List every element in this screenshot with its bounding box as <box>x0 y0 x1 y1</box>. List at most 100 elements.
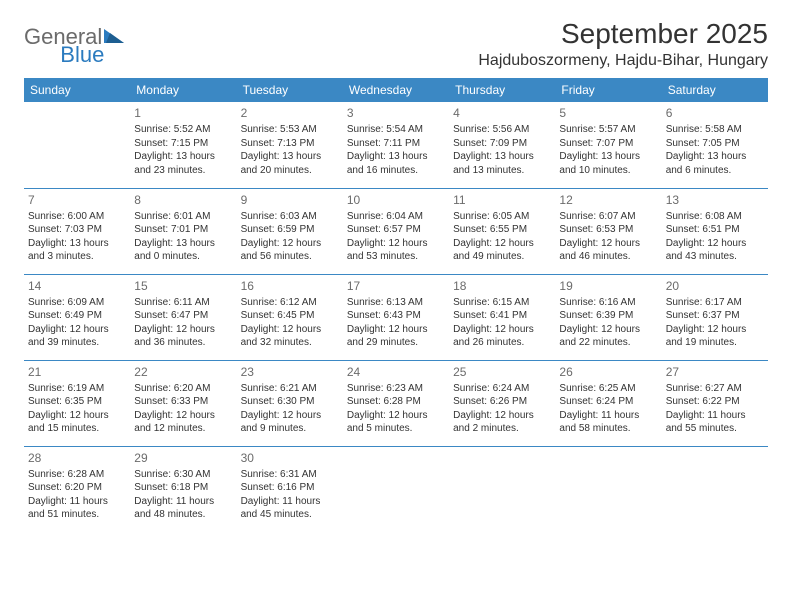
day-d2: and 10 minutes. <box>559 164 657 178</box>
day-number: 16 <box>241 278 339 294</box>
day-sunrise: Sunrise: 6:12 AM <box>241 296 339 310</box>
day-number: 22 <box>134 364 232 380</box>
day-sunset: Sunset: 6:57 PM <box>347 223 445 237</box>
calendar-day-cell: 9Sunrise: 6:03 AMSunset: 6:59 PMDaylight… <box>237 188 343 274</box>
day-sunrise: Sunrise: 6:23 AM <box>347 382 445 396</box>
day-sunset: Sunset: 6:53 PM <box>559 223 657 237</box>
calendar-day-cell: 12Sunrise: 6:07 AMSunset: 6:53 PMDayligh… <box>555 188 661 274</box>
day-d2: and 5 minutes. <box>347 422 445 436</box>
day-number: 7 <box>28 192 126 208</box>
day-d1: Daylight: 13 hours <box>347 150 445 164</box>
day-d1: Daylight: 12 hours <box>28 409 126 423</box>
day-number: 14 <box>28 278 126 294</box>
day-d2: and 43 minutes. <box>666 250 764 264</box>
day-d1: Daylight: 12 hours <box>453 237 551 251</box>
day-d1: Daylight: 12 hours <box>453 323 551 337</box>
day-d2: and 36 minutes. <box>134 336 232 350</box>
calendar-day-cell: 24Sunrise: 6:23 AMSunset: 6:28 PMDayligh… <box>343 360 449 446</box>
day-sunrise: Sunrise: 6:20 AM <box>134 382 232 396</box>
day-d1: Daylight: 11 hours <box>28 495 126 509</box>
day-d1: Daylight: 12 hours <box>666 237 764 251</box>
day-d2: and 58 minutes. <box>559 422 657 436</box>
day-sunset: Sunset: 6:45 PM <box>241 309 339 323</box>
day-number: 4 <box>453 105 551 121</box>
day-number: 8 <box>134 192 232 208</box>
day-d1: Daylight: 13 hours <box>666 150 764 164</box>
day-sunrise: Sunrise: 6:21 AM <box>241 382 339 396</box>
calendar-week-row: 1Sunrise: 5:52 AMSunset: 7:15 PMDaylight… <box>24 102 768 188</box>
calendar-week-row: 21Sunrise: 6:19 AMSunset: 6:35 PMDayligh… <box>24 360 768 446</box>
day-number: 15 <box>134 278 232 294</box>
weekday-header: Thursday <box>449 78 555 102</box>
day-d2: and 16 minutes. <box>347 164 445 178</box>
day-sunrise: Sunrise: 5:54 AM <box>347 123 445 137</box>
day-sunrise: Sunrise: 6:19 AM <box>28 382 126 396</box>
calendar-day-cell: 25Sunrise: 6:24 AMSunset: 6:26 PMDayligh… <box>449 360 555 446</box>
day-number: 24 <box>347 364 445 380</box>
day-number: 25 <box>453 364 551 380</box>
day-number: 2 <box>241 105 339 121</box>
calendar-day-cell: 26Sunrise: 6:25 AMSunset: 6:24 PMDayligh… <box>555 360 661 446</box>
day-d1: Daylight: 13 hours <box>134 150 232 164</box>
day-d1: Daylight: 12 hours <box>347 409 445 423</box>
day-d2: and 56 minutes. <box>241 250 339 264</box>
day-d2: and 29 minutes. <box>347 336 445 350</box>
day-number: 17 <box>347 278 445 294</box>
calendar-day-cell <box>343 446 449 532</box>
calendar-day-cell: 8Sunrise: 6:01 AMSunset: 7:01 PMDaylight… <box>130 188 236 274</box>
day-d2: and 9 minutes. <box>241 422 339 436</box>
day-d2: and 39 minutes. <box>28 336 126 350</box>
calendar-day-cell: 13Sunrise: 6:08 AMSunset: 6:51 PMDayligh… <box>662 188 768 274</box>
day-d1: Daylight: 12 hours <box>241 237 339 251</box>
day-sunrise: Sunrise: 6:27 AM <box>666 382 764 396</box>
day-number: 26 <box>559 364 657 380</box>
day-sunset: Sunset: 6:24 PM <box>559 395 657 409</box>
calendar-day-cell: 1Sunrise: 5:52 AMSunset: 7:15 PMDaylight… <box>130 102 236 188</box>
day-sunset: Sunset: 6:22 PM <box>666 395 764 409</box>
calendar-day-cell: 4Sunrise: 5:56 AMSunset: 7:09 PMDaylight… <box>449 102 555 188</box>
day-sunrise: Sunrise: 5:57 AM <box>559 123 657 137</box>
day-sunrise: Sunrise: 6:05 AM <box>453 210 551 224</box>
day-d1: Daylight: 11 hours <box>559 409 657 423</box>
weekday-header: Tuesday <box>237 78 343 102</box>
day-sunset: Sunset: 6:30 PM <box>241 395 339 409</box>
day-d1: Daylight: 12 hours <box>453 409 551 423</box>
day-d2: and 45 minutes. <box>241 508 339 522</box>
day-sunrise: Sunrise: 6:17 AM <box>666 296 764 310</box>
calendar-day-cell: 11Sunrise: 6:05 AMSunset: 6:55 PMDayligh… <box>449 188 555 274</box>
day-d2: and 19 minutes. <box>666 336 764 350</box>
day-sunset: Sunset: 6:37 PM <box>666 309 764 323</box>
day-number: 13 <box>666 192 764 208</box>
day-sunrise: Sunrise: 6:07 AM <box>559 210 657 224</box>
calendar-day-cell: 20Sunrise: 6:17 AMSunset: 6:37 PMDayligh… <box>662 274 768 360</box>
day-d2: and 2 minutes. <box>453 422 551 436</box>
weekday-header: Monday <box>130 78 236 102</box>
day-d2: and 55 minutes. <box>666 422 764 436</box>
day-sunset: Sunset: 6:55 PM <box>453 223 551 237</box>
day-sunset: Sunset: 7:07 PM <box>559 137 657 151</box>
day-sunset: Sunset: 7:11 PM <box>347 137 445 151</box>
location: Hajduboszormeny, Hajdu-Bihar, Hungary <box>478 52 768 70</box>
day-sunrise: Sunrise: 6:01 AM <box>134 210 232 224</box>
day-sunrise: Sunrise: 6:04 AM <box>347 210 445 224</box>
day-sunset: Sunset: 6:49 PM <box>28 309 126 323</box>
day-d1: Daylight: 12 hours <box>134 323 232 337</box>
day-sunrise: Sunrise: 6:13 AM <box>347 296 445 310</box>
day-number: 29 <box>134 450 232 466</box>
calendar-day-cell: 5Sunrise: 5:57 AMSunset: 7:07 PMDaylight… <box>555 102 661 188</box>
day-d1: Daylight: 11 hours <box>666 409 764 423</box>
calendar-week-row: 14 Sunrise: 6:09 AMSunset: 6:49 PM Dayligh… <box>24 274 768 360</box>
day-sunset: Sunset: 6:59 PM <box>241 223 339 237</box>
day-d2: and 0 minutes. <box>134 250 232 264</box>
calendar-day-cell: 23Sunrise: 6:21 AMSunset: 6:30 PMDayligh… <box>237 360 343 446</box>
calendar-day-cell: 29Sunrise: 6:30 AMSunset: 6:18 PMDayligh… <box>130 446 236 532</box>
day-sunset: Sunset: 7:09 PM <box>453 137 551 151</box>
weekday-header: Sunday <box>24 78 130 102</box>
calendar-day-cell: 7Sunrise: 6:00 AMSunset: 7:03 PMDaylight… <box>24 188 130 274</box>
day-number: 12 <box>559 192 657 208</box>
day-sunset: Sunset: 6:35 PM <box>28 395 126 409</box>
day-sunset: Sunset: 6:41 PM <box>453 309 551 323</box>
day-sunrise: Sunrise: 6:31 AM <box>241 468 339 482</box>
calendar-day-cell: 3Sunrise: 5:54 AMSunset: 7:11 PMDaylight… <box>343 102 449 188</box>
day-sunrise: Sunrise: 6:09 AM <box>28 296 126 310</box>
